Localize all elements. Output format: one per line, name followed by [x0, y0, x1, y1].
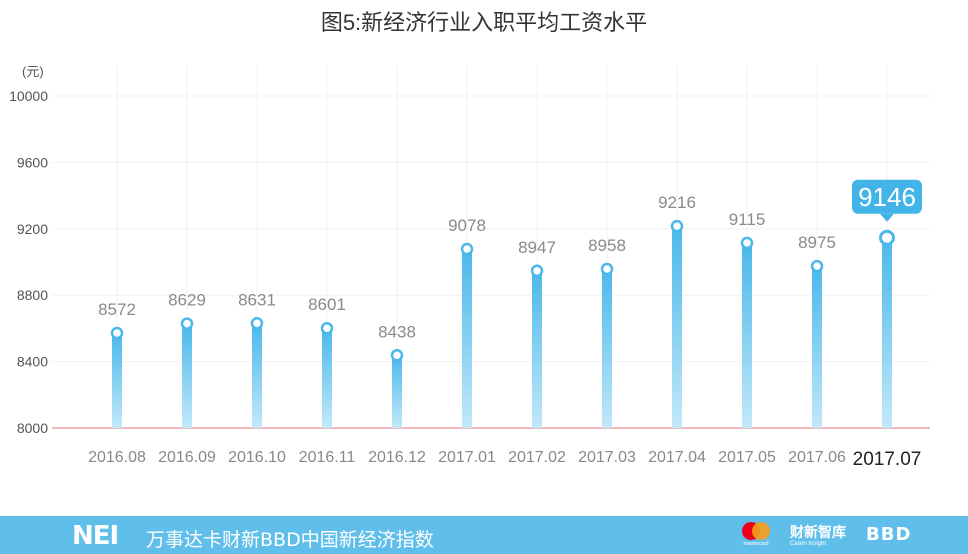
x-tick-label: 2016.12	[368, 449, 426, 466]
y-tick-label: 9200	[17, 221, 48, 237]
highlight-value-label: 9146	[858, 182, 916, 212]
nei-logo: NEI	[72, 521, 119, 551]
bbd-logo: BBD	[866, 524, 912, 545]
bar-layer: 8572 8629 8631 8601 8438 9078 8947 8958 9216 9115…	[98, 179, 922, 428]
bar	[182, 323, 192, 428]
bar-top-marker	[460, 242, 474, 256]
bar-top-marker	[110, 326, 124, 340]
bar-top-marker	[600, 262, 614, 276]
bar-top-marker	[390, 349, 404, 362]
data-label: 9216	[658, 193, 696, 212]
bar-top-marker	[740, 236, 754, 250]
data-label: 8572	[98, 300, 136, 319]
bar	[742, 242, 752, 428]
x-tick-label: 2016.11	[299, 449, 356, 466]
x-tick-label: 2017.02	[508, 449, 566, 466]
bar	[322, 328, 332, 428]
data-label: 8631	[238, 290, 276, 309]
bar	[392, 355, 402, 428]
bar	[672, 226, 682, 428]
caixin-insight-logo: 财新智库 Caixin Insight	[790, 524, 850, 550]
bar-top-marker	[530, 264, 544, 278]
caixin-logo-name: 财新智库	[790, 524, 846, 540]
chart: 图5:新经济行业入职平均工资水平 (元) 8000 8400 8800 9200 960…	[9, 10, 930, 470]
x-tick-label: 2017.07	[853, 449, 922, 470]
data-label: 8975	[798, 233, 836, 252]
bar-top-marker	[810, 259, 824, 273]
mastercard-logo: mastercard	[740, 522, 772, 550]
bar	[112, 333, 122, 428]
data-label: 8438	[378, 322, 416, 341]
bar-top-marker	[879, 229, 895, 246]
bar	[882, 237, 892, 428]
caixin-logo-caption: Caixin Insight	[790, 541, 827, 547]
x-tick-label: 2016.08	[88, 449, 146, 466]
bar	[252, 323, 262, 428]
y-tick-label: 8000	[17, 420, 48, 436]
y-tick-label: 8400	[17, 354, 48, 370]
mastercard-yellow-circle-icon	[752, 522, 770, 540]
x-tick-label: 2017.01	[438, 449, 496, 466]
x-tick-label: 2016.09	[158, 449, 216, 466]
bar-top-marker	[250, 317, 264, 330]
y-axis-ticks: 8000 8400 8800 9200 9600 10000	[9, 88, 48, 436]
data-label: 8947	[518, 238, 556, 257]
x-tick-label: 2016.10	[228, 449, 286, 466]
data-label: 9115	[729, 210, 766, 229]
y-tick-label: 10000	[9, 88, 48, 104]
highlight-callout-pointer	[880, 213, 894, 222]
data-label: 8629	[168, 291, 206, 310]
y-tick-label: 8800	[17, 287, 48, 303]
x-tick-label: 2017.03	[578, 449, 636, 466]
y-tick-label: 9600	[17, 154, 48, 170]
bar	[812, 266, 822, 428]
data-label: 8601	[308, 295, 346, 314]
bar	[462, 249, 472, 428]
highlight-callout-box	[852, 179, 922, 214]
y-axis-unit: (元)	[22, 64, 44, 79]
bar	[532, 270, 542, 428]
footer-title: 万事达卡财新BBD中国新经济指数	[146, 529, 434, 551]
x-tick-label: 2017.04	[648, 449, 706, 466]
chart-title: 图5:新经济行业入职平均工资水平	[321, 10, 647, 35]
data-label: 9078	[448, 216, 486, 235]
mastercard-caption: mastercard	[743, 541, 769, 547]
x-axis-ticks: 2016.08 2016.09 2016.10 2016.11 2016.12 2017.…	[88, 449, 921, 470]
bar-top-marker	[180, 317, 194, 330]
bar-top-marker	[320, 321, 334, 335]
bar-top-marker	[670, 219, 684, 233]
footer-bar: NEI 万事达卡财新BBD中国新经济指数 mastercard 财新智库 Cai…	[0, 516, 968, 554]
data-label: 8958	[588, 236, 626, 255]
x-tick-label: 2017.05	[718, 449, 776, 466]
x-tick-label: 2017.06	[788, 449, 846, 466]
bar	[602, 268, 612, 428]
